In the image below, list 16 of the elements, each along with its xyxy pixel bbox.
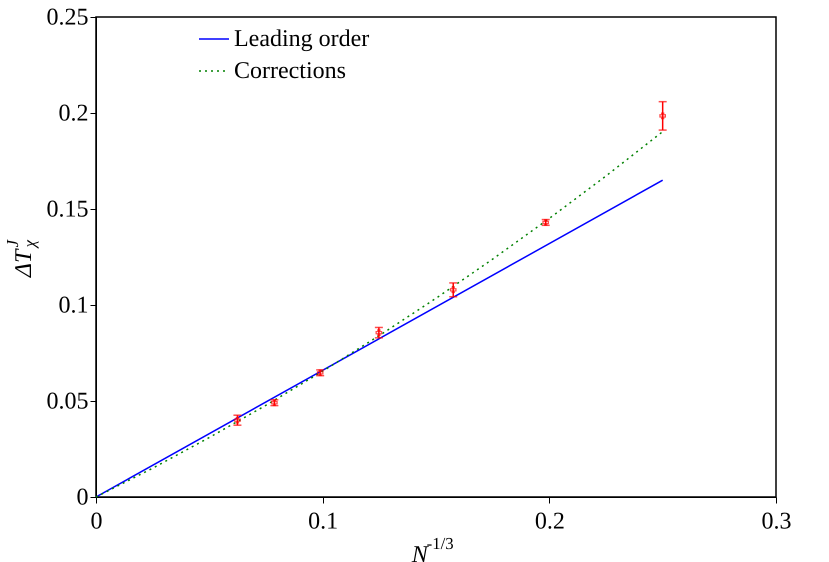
y-axis-title: ΔTχJ xyxy=(3,238,39,278)
point xyxy=(450,286,457,294)
y-tick-label: 0.1 xyxy=(58,292,88,318)
point xyxy=(659,112,666,120)
point xyxy=(234,416,241,424)
x-tick-label: 0.1 xyxy=(308,508,338,534)
y-tick-label: 0 xyxy=(76,484,88,510)
legend-label: Leading order xyxy=(234,26,370,52)
y-tick-label: 0.15 xyxy=(46,196,88,222)
y-tick-label: 0.05 xyxy=(46,388,88,414)
x-tick-label: 0.2 xyxy=(534,508,565,534)
x-tick-label: 0.3 xyxy=(762,508,792,534)
point xyxy=(376,329,382,336)
legend-label: Corrections xyxy=(234,58,346,84)
y-tick-label: 0.25 xyxy=(46,4,88,30)
y-tick-label: 0.2 xyxy=(58,100,88,126)
